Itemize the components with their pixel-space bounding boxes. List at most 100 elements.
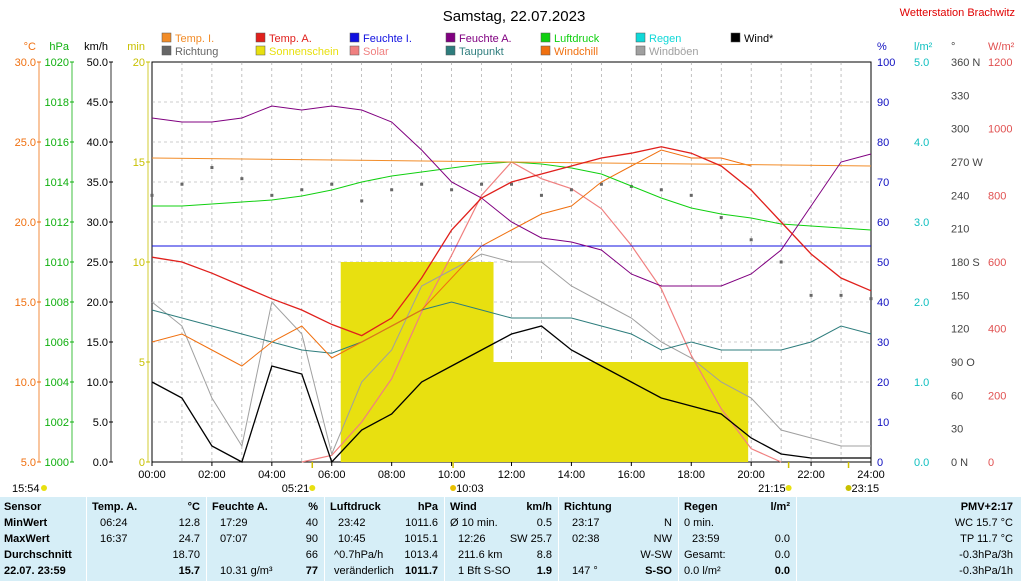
- series-richtung-point: [270, 193, 274, 197]
- temp-column: Temp. A. °C 06:24 12.8 16:37 24.7 18.70 15.…: [88, 497, 204, 581]
- pmv-dewpoint: TP 11.7 °C: [960, 533, 1013, 545]
- series-feuchte-a: [151, 105, 872, 287]
- legend-swatch: [349, 45, 360, 56]
- series-windchill: [151, 149, 752, 367]
- solar-tick-label: 1200: [988, 57, 1012, 69]
- x-tick-label: 08:00: [378, 469, 406, 481]
- moonrise-icon: [845, 485, 852, 491]
- dir-min-time: 23:17: [572, 517, 600, 529]
- rain-tick-label: 3.0: [914, 217, 929, 229]
- series-richtung-point: [150, 193, 154, 197]
- humidity-tick-label: 40: [877, 297, 889, 309]
- press-min: 1011.6: [405, 517, 438, 529]
- rain-header: Regen: [684, 501, 718, 513]
- pressure-tick-label: 1006: [45, 337, 69, 349]
- solar-tick-label: 600: [988, 257, 1006, 269]
- pressure-axis-unit: hPa: [49, 41, 69, 53]
- pmv-trend-1h: -0.3hPa/1h: [959, 565, 1013, 577]
- press-unit: hPa: [417, 501, 438, 513]
- dir-current: S-SO: [645, 565, 672, 577]
- humidity-column: Feuchte A.% 17:29 40 07:07 90 66 10.31 g/m…: [208, 497, 322, 581]
- dir-avg: W-SW: [640, 549, 672, 561]
- direction-tick-label: 270 W: [951, 157, 983, 169]
- sunset-label: 21:15: [758, 483, 786, 495]
- wind-tick-label: 45.0: [87, 97, 108, 109]
- moonrise-label: 23:15: [852, 483, 880, 495]
- pmv-column: PMV+2:17 WC 15.7 °C TP 11.7 °C -0.3hPa/3…: [798, 497, 1021, 581]
- hum-current: 77: [305, 565, 318, 577]
- solar-axis-unit: W/m²: [988, 41, 1015, 53]
- x-tick-label: 20:00: [737, 469, 765, 481]
- series-temp-a: [151, 146, 872, 337]
- wind-tick-label: 5.0: [93, 417, 108, 429]
- sun-tick-label: 15: [133, 157, 145, 169]
- rain-total: 0.0: [774, 549, 790, 561]
- humidity-tick-label: 0: [877, 457, 883, 469]
- direction-tick-label: 180 S: [951, 257, 980, 269]
- wind-unit: km/h: [526, 501, 552, 513]
- series-richtung-point: [839, 293, 843, 297]
- hum-max: 90: [305, 533, 318, 545]
- current-label: 22.07. 23:59: [4, 565, 66, 577]
- rain-tick-label: 5.0: [914, 57, 929, 69]
- pressure-tick-label: 1000: [45, 457, 69, 469]
- max_wind-label: 10:03: [456, 483, 484, 495]
- legend-label: Sonnenschein: [269, 46, 339, 58]
- direction-tick-label: 360 N: [951, 57, 980, 69]
- max-label: MaxWert: [4, 533, 50, 545]
- series-solar: [301, 161, 782, 463]
- wind-bft: 1 Bft S-SO: [458, 565, 511, 577]
- dir-max: NW: [653, 533, 672, 545]
- temp-tick-label: 15.0: [15, 297, 36, 309]
- wind-run: 211.6 km: [458, 549, 503, 561]
- wind-mean: 8.8: [536, 549, 552, 561]
- press-avg: 1013.4: [404, 549, 438, 561]
- temp-tick-label: 10.0: [15, 377, 36, 389]
- x-tick-label: 06:00: [318, 469, 346, 481]
- humidity-tick-label: 50: [877, 257, 889, 269]
- press-max: 1015.1: [404, 533, 438, 545]
- wind-tick-label: 10.0: [87, 377, 108, 389]
- solar-tick-label: 200: [988, 390, 1006, 402]
- series-richtung-point: [719, 216, 723, 220]
- temp-tick-label: 25.0: [15, 137, 36, 149]
- direction-axis-unit: °: [951, 41, 955, 53]
- sunset-icon: [785, 485, 792, 491]
- hum-avg: 66: [305, 549, 318, 561]
- direction-tick-label: 330: [951, 90, 969, 102]
- dir-header: Richtung: [564, 501, 612, 513]
- series-richtung-point: [510, 182, 513, 186]
- press-min-time: 23:42: [338, 517, 366, 529]
- legend-label: Feuchte I.: [363, 33, 412, 45]
- rain-current: 0.0: [774, 565, 790, 577]
- direction-tick-label: 60: [951, 390, 963, 402]
- legend-label: Luftdruck: [554, 33, 600, 45]
- series-sonnenschein: [340, 262, 749, 462]
- legend-label: Windböen: [649, 46, 699, 58]
- chart-legend: Temp. I. Temp. A. Feuchte I. Feuchte A. Luft…: [161, 32, 774, 58]
- series-richtung-point: [869, 297, 873, 301]
- temp-tick-label: 20.0: [15, 217, 36, 229]
- temp-min: 12.8: [178, 517, 200, 529]
- x-tick-label: 12:00: [498, 469, 526, 481]
- temp-max: 24.7: [178, 533, 200, 545]
- series-richtung-point: [210, 166, 214, 170]
- astro-markers: 15:54 05:21 10:03 21:15 23:15: [12, 462, 879, 495]
- rain-tick-label: 0.0: [914, 457, 929, 469]
- wind-tick-label: 40.0: [87, 137, 108, 149]
- sun-tick-label: 5: [139, 357, 145, 369]
- solar-tick-label: 400: [988, 324, 1006, 336]
- series-richtung-point: [749, 238, 753, 242]
- pmv-trend-3h: -0.3hPa/3h: [959, 549, 1013, 561]
- humidity-tick-label: 70: [877, 177, 889, 189]
- wind-tick-label: 50.0: [87, 57, 108, 69]
- wind-axis-unit: km/h: [84, 41, 108, 53]
- sun-tick-label: 0: [139, 457, 145, 469]
- wind-column: Wind km/h Ø 10 min. 0.5 12:26 SW 25.7 211.6…: [446, 497, 556, 581]
- legend-label: Solar: [363, 46, 389, 58]
- wind-tick-label: 35.0: [87, 177, 108, 189]
- hum-min-time: 17:29: [220, 517, 248, 529]
- solar-tick-label: 0: [988, 457, 994, 469]
- rain-duration: 0 min.: [684, 517, 714, 529]
- x-tick-label: 18:00: [677, 469, 705, 481]
